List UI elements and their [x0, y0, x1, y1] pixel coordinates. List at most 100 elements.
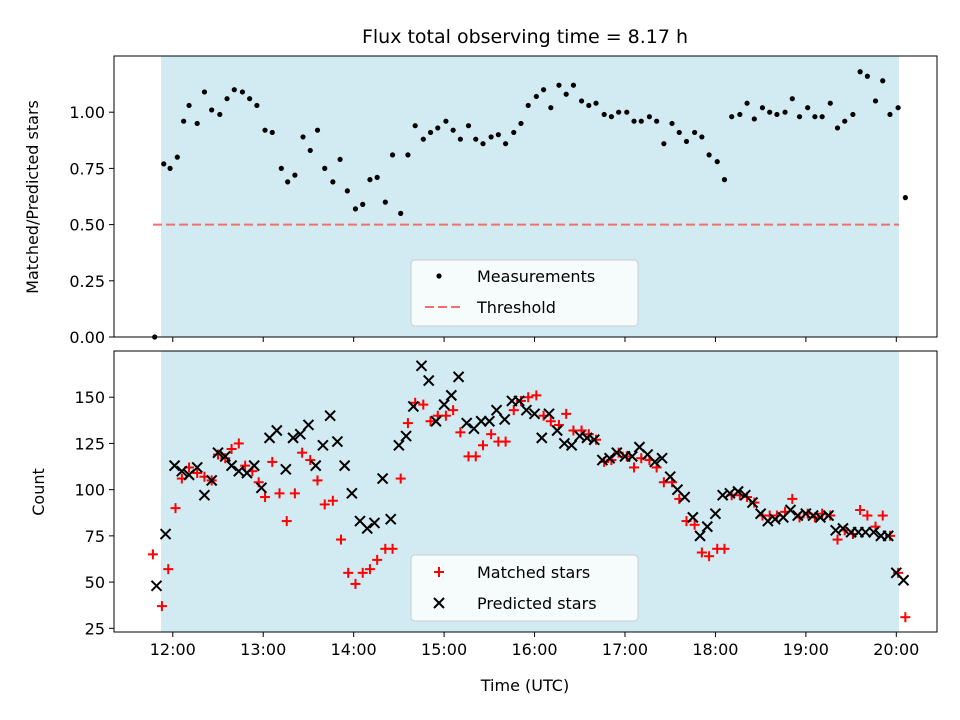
measurement-point — [887, 111, 893, 118]
measurement-point — [398, 210, 404, 216]
predicted-point — [649, 456, 661, 468]
measurement-point — [805, 105, 811, 111]
measurement-point — [224, 96, 230, 102]
predicted-point — [461, 417, 473, 429]
marks-bottom — [147, 360, 911, 623]
measurement-point — [850, 111, 856, 118]
predicted-point — [445, 389, 458, 402]
measurement-point — [751, 116, 757, 122]
predicted-point — [309, 459, 322, 472]
measurement-point — [503, 141, 509, 147]
x-tick-label: 18:00 — [692, 640, 738, 659]
measurement-point — [796, 114, 803, 120]
matched-point — [508, 405, 519, 416]
matched-point — [350, 578, 361, 589]
predicted-point — [280, 463, 292, 476]
measurement-point — [262, 127, 268, 133]
matched-point — [260, 492, 271, 503]
matched-point — [832, 534, 843, 545]
measurement-point — [789, 96, 795, 102]
matched-point — [220, 453, 231, 464]
predicted-point — [603, 452, 616, 464]
predicted-point — [393, 439, 405, 451]
y-axis-label-bottom: Count — [29, 468, 48, 516]
x-tick-label: 19:00 — [783, 640, 829, 659]
predicted-point — [255, 482, 268, 494]
measurement-point — [307, 147, 313, 154]
legend-top: Measurements Threshold — [410, 259, 639, 327]
measurement-point — [382, 199, 388, 205]
measurement-point — [161, 161, 167, 167]
measurement-point — [330, 179, 336, 185]
measurement-point — [744, 100, 750, 106]
measurement-point — [457, 136, 463, 142]
measurement-point — [231, 87, 237, 93]
measurement-point — [721, 177, 728, 183]
matched-point — [455, 427, 466, 438]
x-tick-label: 17:00 — [602, 640, 648, 659]
predicted-point — [415, 360, 428, 372]
matched-point — [531, 390, 542, 401]
measurement-point — [827, 100, 833, 106]
matched-point — [297, 447, 308, 458]
predicted-point — [897, 574, 910, 586]
measurement-point — [201, 89, 208, 95]
measurement-point — [782, 109, 788, 115]
x-tick-label: 16:00 — [511, 640, 557, 659]
measurement-point — [864, 73, 870, 79]
matched-point — [440, 410, 451, 421]
measurement-point — [812, 114, 818, 120]
matched-point — [156, 601, 167, 612]
predicted-point — [588, 434, 600, 446]
matched-point — [233, 438, 244, 449]
predicted-point — [198, 489, 211, 501]
matched-point — [226, 443, 237, 454]
legend-box-top — [410, 259, 639, 327]
matched-point — [395, 473, 406, 484]
matched-point — [719, 543, 730, 554]
measurement-point — [518, 120, 524, 127]
matched-point — [343, 567, 354, 578]
axes-frame-top — [113, 55, 938, 338]
measurement-point — [186, 102, 192, 109]
predicted-point — [271, 424, 283, 437]
matched-point — [240, 460, 251, 471]
measurement-point — [427, 129, 434, 136]
matched-point — [591, 434, 602, 445]
predicted-point — [678, 491, 691, 503]
matched-point — [289, 488, 300, 499]
predicted-point — [338, 459, 351, 472]
predicted-point — [837, 522, 849, 535]
matched-point — [787, 493, 798, 504]
measurement-point — [570, 82, 577, 88]
predicted-point — [513, 395, 525, 407]
predicted-point — [346, 487, 358, 500]
measurement-point — [692, 129, 698, 136]
predicted-point — [626, 450, 638, 463]
legend-marker-measurements — [436, 273, 442, 279]
matched-point — [312, 475, 323, 486]
predicted-point — [475, 415, 487, 427]
matched-point — [402, 418, 413, 429]
measurement-point — [300, 134, 306, 140]
y-tick-label: 75 — [85, 527, 105, 546]
measurement-point — [819, 114, 825, 120]
measurement-point — [278, 165, 284, 171]
matched-point — [213, 449, 224, 460]
matched-point — [523, 392, 534, 403]
measurement-point — [563, 91, 569, 97]
matched-point — [425, 416, 436, 427]
predicted-point — [294, 428, 307, 440]
legend-marker-predicted — [433, 597, 445, 609]
predicted-point — [176, 465, 188, 477]
predicted-point — [867, 526, 880, 538]
measurement-point — [511, 129, 517, 136]
matched-point — [629, 462, 640, 473]
y-tick-label: 0.00 — [69, 328, 105, 347]
predicted-point — [219, 450, 231, 463]
measurement-point — [834, 125, 841, 131]
predicted-point — [498, 413, 511, 426]
y-tick-label: 100 — [74, 481, 105, 500]
y-ticks-top: 0.00 0.25 0.50 0.75 1.00 — [69, 103, 114, 347]
